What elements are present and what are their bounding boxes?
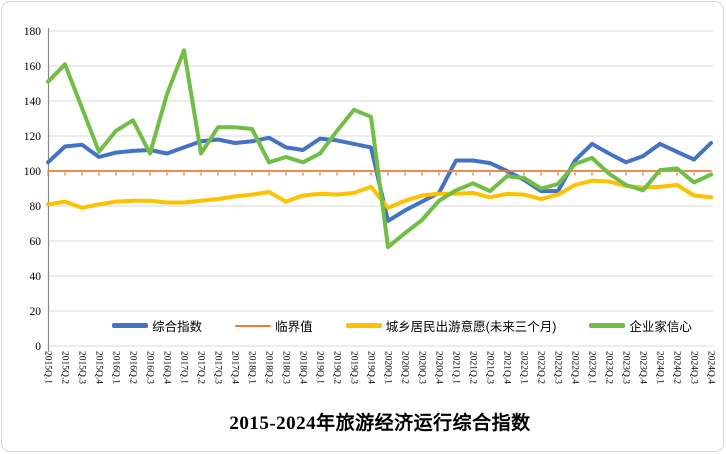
- x-tick-label: 2018Q.1: [247, 351, 257, 384]
- y-tick-label: 180: [24, 26, 42, 38]
- x-tick-label: 2023Q.4: [638, 351, 648, 384]
- x-tick-label: 2021Q.3: [485, 351, 495, 384]
- legend-label: 临界值: [275, 320, 313, 334]
- series-markers-critical-value: [47, 172, 712, 176]
- legend-label: 综合指数: [152, 320, 203, 334]
- x-tick-label: 2020Q.4: [434, 351, 444, 384]
- x-tick-label: 2015Q.2: [60, 351, 70, 384]
- x-tick-label: 2019Q.3: [349, 351, 359, 384]
- x-tick-label: 2017Q.4: [230, 351, 240, 384]
- x-axis-labels: 2015Q.1 2015Q.2 2015Q.3 2015Q.4 2016Q.1 2016Q…: [43, 351, 716, 384]
- series-line-entrepreneur-confidence: [46, 48, 713, 250]
- legend-label: 企业家信心: [629, 320, 692, 334]
- x-tick-label: 2022Q.3: [553, 351, 563, 384]
- legend-label: 城乡居民出游意愿(未来三个月): [385, 320, 557, 334]
- gridlines: [48, 30, 713, 347]
- x-tick-label: 2020Q.3: [417, 351, 427, 384]
- y-tick-label: 20: [30, 306, 42, 318]
- x-tick-label: 2019Q.2: [332, 351, 342, 384]
- x-tick-label: 2016Q.1: [111, 351, 121, 384]
- chart-title: 2015-2024年旅游经济运行综合指数: [229, 413, 531, 434]
- x-tick-label: 2024Q.4: [706, 351, 716, 384]
- x-tick-label: 2023Q.3: [621, 351, 631, 384]
- y-axis-labels: 0 20 40 60 80 100 120 140 160 180: [24, 26, 42, 353]
- legend-item-entrepreneur-confidence: 企业家信心: [589, 316, 692, 335]
- x-tick-label: 2021Q.1: [451, 351, 461, 384]
- y-tick-label: 60: [30, 236, 42, 248]
- x-tick-label: 2020Q.1: [383, 351, 393, 384]
- x-tick-label: 2017Q.2: [196, 351, 206, 384]
- x-tick-label: 2021Q.2: [468, 351, 478, 384]
- x-tick-label: 2015Q.1: [43, 351, 53, 384]
- y-tick-label: 120: [24, 131, 42, 143]
- legend-swatch-travel-intention: [345, 323, 382, 328]
- x-tick-label: 2018Q.3: [281, 351, 291, 384]
- x-tick-label: 2018Q.2: [264, 351, 274, 384]
- y-tick-label: 140: [24, 96, 42, 108]
- x-tick-label: 2022Q.4: [570, 351, 580, 384]
- x-tick-label: 2021Q.4: [502, 351, 512, 384]
- x-tick-label: 2024Q.2: [672, 351, 682, 384]
- x-tick-label: 2016Q.3: [145, 351, 155, 384]
- legend-swatch-composite-index: [112, 323, 149, 328]
- legend-item-composite-index: 综合指数: [112, 316, 202, 335]
- x-tick-label: 2022Q.2: [536, 351, 546, 384]
- x-tick-label: 2024Q.1: [655, 351, 665, 384]
- y-tick-label: 40: [30, 271, 42, 283]
- x-tick-label: 2020Q.2: [400, 351, 410, 384]
- legend-swatch-entrepreneur-confidence: [589, 323, 626, 328]
- y-tick-label: 0: [35, 341, 41, 353]
- x-tick-label: 2024Q.3: [689, 351, 699, 384]
- chart-legend: 综合指数 临界值 城乡居民出游意愿(未来三个月) 企业家信心: [0, 316, 726, 335]
- legend-swatch-critical-value: [235, 324, 272, 327]
- x-tick-label: 2017Q.1: [179, 351, 189, 384]
- legend-item-travel-intention: 城乡居民出游意愿(未来三个月): [345, 316, 557, 335]
- x-tick-label: 2015Q.3: [77, 351, 87, 384]
- x-tick-label: 2017Q.3: [213, 351, 223, 384]
- x-tick-label: 2016Q.2: [128, 351, 138, 384]
- legend-item-critical-value: 临界值: [235, 316, 313, 335]
- y-tick-label: 100: [24, 166, 42, 178]
- x-tick-label: 2023Q.1: [587, 351, 597, 384]
- x-tick-label: 2022Q.1: [519, 351, 529, 384]
- x-tick-label: 2019Q.4: [366, 351, 376, 384]
- y-tick-label: 80: [30, 201, 42, 213]
- x-tick-label: 2016Q.4: [162, 351, 172, 384]
- x-tick-label: 2023Q.2: [604, 351, 614, 384]
- y-tick-label: 160: [24, 61, 42, 73]
- x-tick-label: 2019Q.1: [315, 351, 325, 384]
- x-tick-label: 2015Q.4: [94, 351, 104, 384]
- x-tick-label: 2018Q.4: [298, 351, 308, 384]
